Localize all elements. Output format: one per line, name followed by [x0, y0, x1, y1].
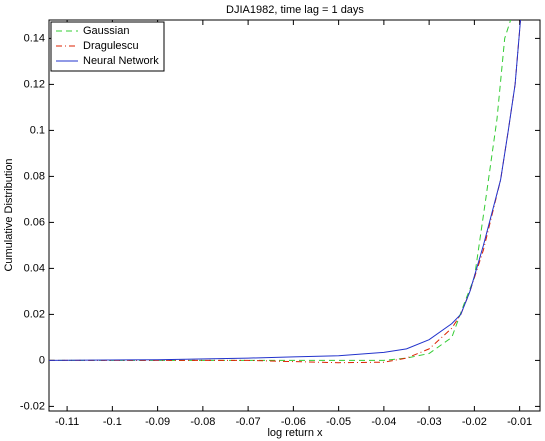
x-axis-label: log return x — [267, 427, 323, 439]
series-line — [49, 20, 512, 361]
x-tick-label: -0.06 — [281, 416, 306, 428]
x-tick-label: -0.1 — [103, 416, 122, 428]
legend-label: Neural Network — [83, 55, 159, 67]
legend-label: Dragulescu — [83, 40, 139, 52]
series-line — [49, 20, 521, 361]
x-tick-label: -0.04 — [371, 416, 396, 428]
y-tick-label: 0.12 — [24, 78, 45, 90]
x-tick-label: -0.01 — [507, 416, 532, 428]
y-tick-label: 0 — [39, 354, 45, 366]
plot-frame — [48, 19, 541, 412]
x-tick-label: -0.08 — [190, 416, 215, 428]
y-tick-label: 0.1 — [30, 124, 45, 136]
series-line — [49, 20, 521, 364]
x-tick-label: -0.07 — [236, 416, 261, 428]
y-tick-label: 0.06 — [24, 216, 45, 228]
y-tick-label: 0.02 — [24, 308, 45, 320]
legend-box — [50, 21, 165, 72]
y-tick-label: -0.02 — [20, 400, 45, 412]
y-tick-label: 0.04 — [24, 262, 45, 274]
y-tick-label: 0.14 — [24, 32, 45, 44]
chart-title: DJIA1982, time lag = 1 days — [226, 4, 364, 16]
x-tick-label: -0.11 — [55, 416, 79, 428]
x-tick-label: -0.03 — [417, 416, 442, 428]
x-tick-label: -0.02 — [462, 416, 487, 428]
y-axis-label: Cumulative Distribution — [3, 158, 15, 271]
x-tick-label: -0.05 — [326, 416, 351, 428]
x-tick-label: -0.09 — [145, 416, 170, 428]
legend-label: Gaussian — [83, 25, 129, 37]
y-tick-label: 0.08 — [24, 170, 45, 182]
